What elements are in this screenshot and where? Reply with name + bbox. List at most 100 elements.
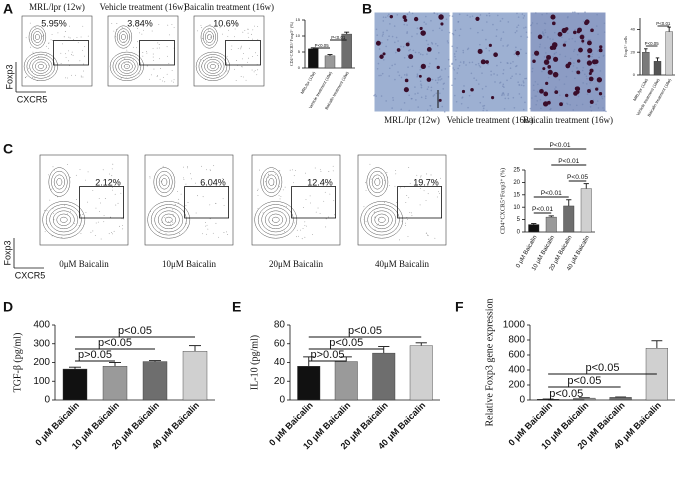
texture <box>603 31 606 34</box>
bar <box>545 216 557 233</box>
texture <box>420 96 423 99</box>
event-dot <box>373 212 375 214</box>
event-dot <box>323 179 325 180</box>
event-dot <box>221 33 223 35</box>
texture <box>416 73 419 76</box>
event-dot <box>166 73 168 75</box>
texture <box>386 15 389 17</box>
stained-cell <box>375 40 381 46</box>
texture <box>585 75 588 78</box>
event-dot <box>61 237 63 238</box>
panel-letter: F <box>455 299 464 315</box>
texture <box>406 31 409 33</box>
texture <box>546 12 548 15</box>
event-dot <box>164 216 166 218</box>
event-dot <box>72 54 74 56</box>
texture <box>515 46 517 49</box>
texture <box>385 45 387 48</box>
texture <box>451 63 453 65</box>
texture <box>525 52 527 55</box>
event-dot <box>123 62 125 64</box>
texture <box>422 53 424 56</box>
texture <box>494 81 496 83</box>
texture <box>496 28 498 31</box>
stained-cell <box>551 42 558 48</box>
texture <box>403 102 406 104</box>
event-dot <box>68 36 70 38</box>
texture <box>382 33 384 35</box>
bar <box>528 224 540 233</box>
event-dot <box>151 30 153 32</box>
texture <box>507 92 510 95</box>
texture <box>458 64 461 67</box>
contour <box>367 207 397 233</box>
contour <box>374 178 381 186</box>
contour <box>35 33 40 41</box>
event-dot <box>252 56 253 57</box>
stained-cell <box>588 76 594 82</box>
event-dot <box>157 75 158 77</box>
y-tick-label: 80 <box>274 320 286 331</box>
texture <box>532 54 534 56</box>
texture <box>469 27 472 30</box>
texture <box>420 84 423 87</box>
stained-cell <box>418 74 422 78</box>
event-dot <box>298 235 299 237</box>
event-dot <box>223 232 225 233</box>
texture <box>395 51 397 54</box>
texture <box>475 63 477 66</box>
event-dot <box>185 183 187 185</box>
event-dot <box>369 163 371 165</box>
plot-frame <box>21 15 93 87</box>
axis-label: CXCR5 <box>17 94 48 104</box>
event-dot <box>95 207 97 209</box>
event-dot <box>370 178 372 180</box>
event-dot <box>75 74 76 76</box>
event-dot <box>126 65 128 67</box>
significance-label: P<0.05 <box>315 43 330 48</box>
event-dot <box>268 174 270 176</box>
texture <box>533 89 535 92</box>
event-dot <box>80 75 82 77</box>
texture <box>541 32 544 34</box>
texture <box>502 72 505 75</box>
event-dot <box>146 51 147 52</box>
texture <box>515 65 517 68</box>
bar <box>334 361 358 401</box>
bar <box>102 366 128 401</box>
contour <box>370 210 393 230</box>
texture <box>479 43 481 46</box>
texture <box>566 102 568 105</box>
texture <box>501 17 504 20</box>
contour <box>157 210 180 230</box>
event-dot <box>222 23 223 25</box>
contour <box>32 59 50 74</box>
gate-percent: 12.4% <box>307 177 333 187</box>
event-dot <box>268 173 269 175</box>
event-dot <box>310 202 311 204</box>
texture <box>375 95 377 97</box>
texture <box>425 15 427 18</box>
event-dot <box>137 41 138 43</box>
event-dot <box>56 24 58 26</box>
event-dot <box>197 30 198 32</box>
texture <box>384 16 387 19</box>
texture <box>408 41 410 43</box>
event-dot <box>265 181 266 183</box>
stained-cell <box>537 34 543 40</box>
event-dot <box>66 213 68 215</box>
texture <box>388 13 390 16</box>
event-dot <box>103 215 105 216</box>
y-tick-label: 40 <box>274 357 286 368</box>
image-caption: MRL/lpr (12w) <box>384 115 440 125</box>
texture <box>455 50 458 53</box>
texture <box>435 42 437 45</box>
stained-cell <box>587 89 591 93</box>
texture <box>597 33 599 36</box>
texture <box>436 13 439 15</box>
texture <box>544 29 546 31</box>
y-tick-label: 10 <box>296 33 301 38</box>
y-tick-label: 5 <box>517 217 521 223</box>
contour <box>59 216 68 223</box>
event-dot <box>113 30 115 32</box>
